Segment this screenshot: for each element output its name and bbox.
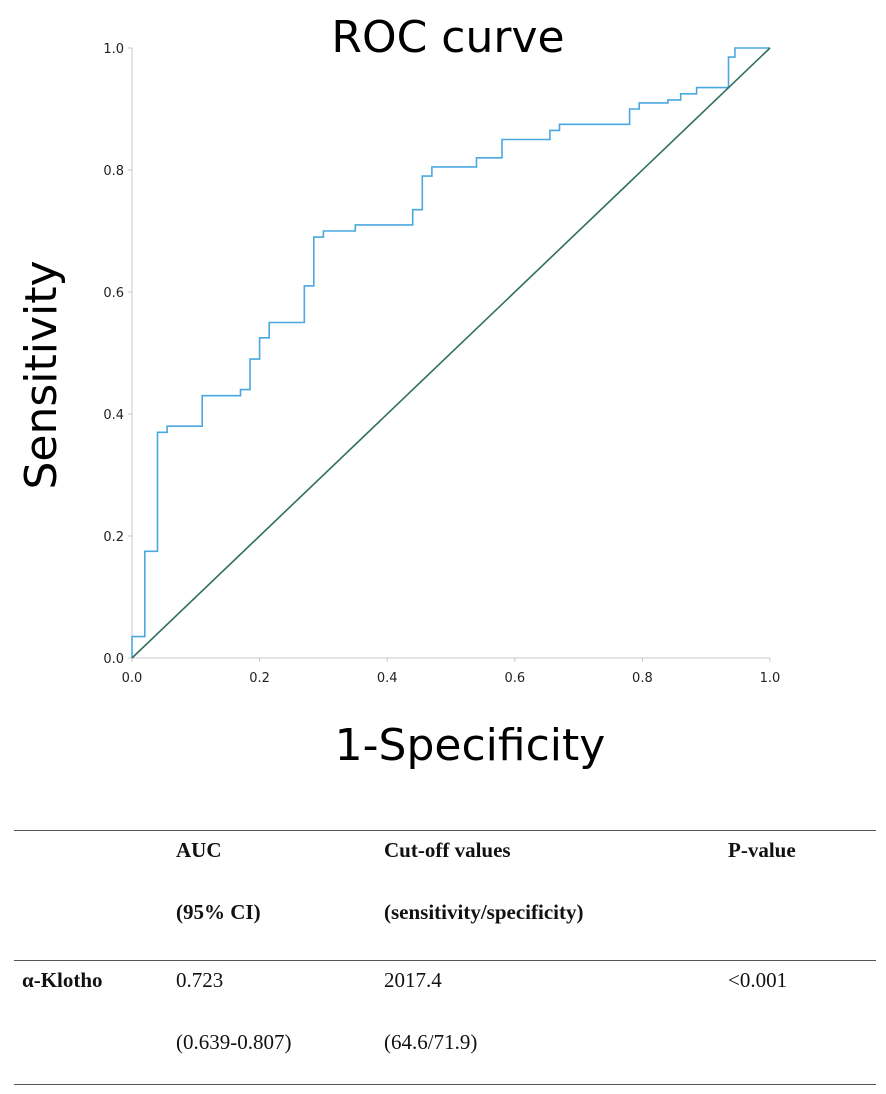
chart-title: ROC curve (331, 12, 564, 63)
x-axis-label: 1-Specificity (335, 720, 606, 771)
y-tick-label: 0.6 (103, 286, 124, 301)
header-sens-spec: (sensitivity/specificity) (384, 900, 584, 924)
x-tick-label: 1.0 (760, 671, 781, 686)
row-auc: 0.723 (176, 968, 224, 992)
x-tick-label: 0.2 (249, 671, 270, 686)
x-tick-label: 0.0 (122, 671, 143, 686)
row-p-value: <0.001 (728, 968, 788, 992)
row-auc-ci: (0.639-0.807) (176, 1030, 292, 1054)
header-auc-ci: (95% CI) (176, 900, 261, 924)
x-tick-label: 0.4 (377, 671, 398, 686)
y-tick-label: 1.0 (103, 42, 124, 57)
header-auc: AUC (176, 838, 222, 862)
reference-diagonal-line (131, 47, 771, 659)
y-axis-label: Sensitivity (16, 260, 67, 489)
header-cutoff: Cut-off values (384, 838, 511, 862)
roc-curve-line (131, 47, 770, 658)
x-tick-label: 0.6 (504, 671, 525, 686)
roc-chart: ROC curve Sensitivity 1-Specificity 0.0 0… (16, 12, 781, 771)
table-bottom-rule (14, 1084, 876, 1085)
table-mid-rule (14, 960, 876, 961)
row-cutoff: 2017.4 (384, 968, 442, 992)
y-tick-label: 0.4 (103, 408, 124, 423)
row-sens-spec: (64.6/71.9) (384, 1030, 478, 1054)
header-p-value: P-value (728, 838, 796, 862)
x-tick-label: 0.8 (632, 671, 653, 686)
y-tick-label: 0.2 (103, 530, 124, 545)
row-label: α-Klotho (22, 968, 103, 992)
y-tick-label: 0.0 (103, 652, 124, 667)
y-tick-label: 0.8 (103, 164, 124, 179)
table-top-rule (14, 830, 876, 831)
